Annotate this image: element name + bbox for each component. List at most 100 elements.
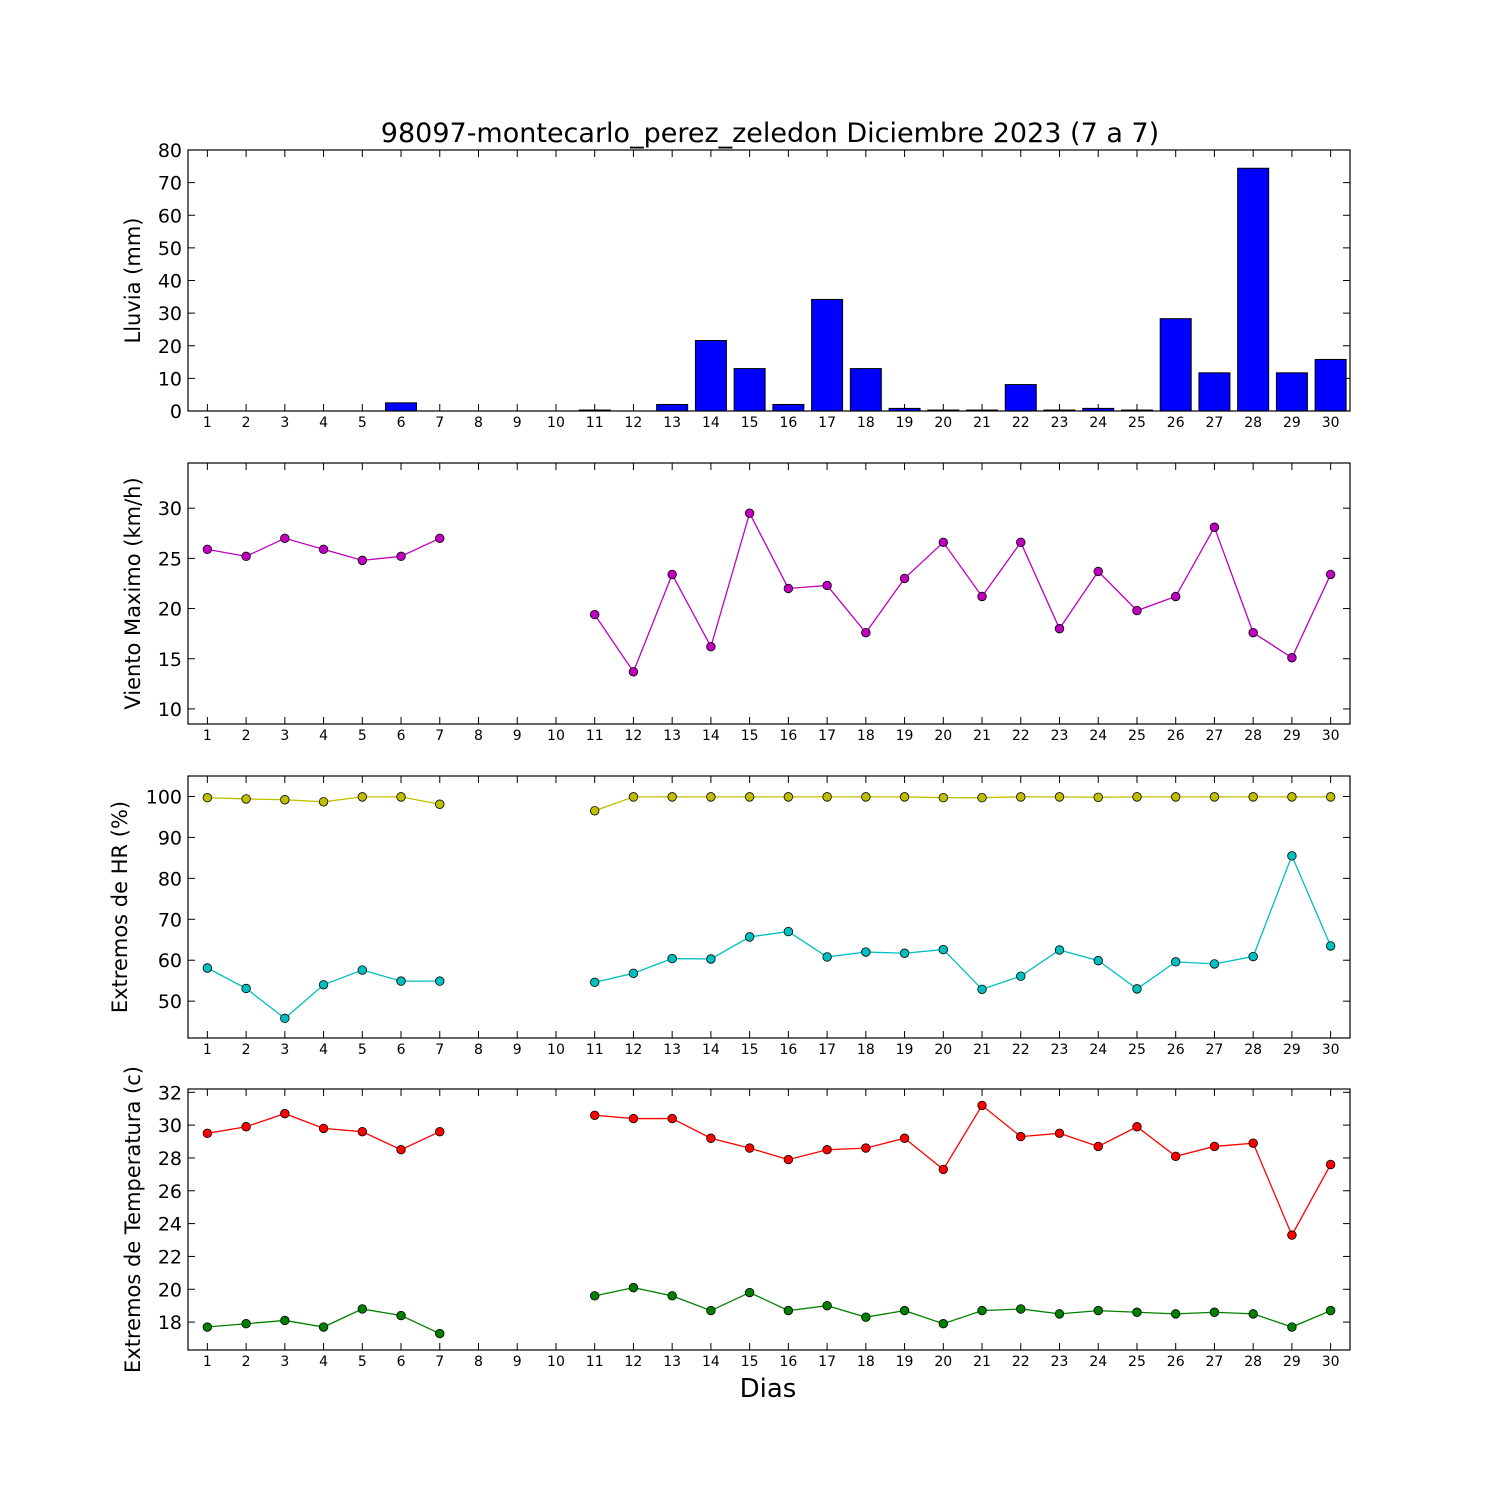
x-tick-label: 20 (934, 415, 952, 431)
data-point (783, 583, 794, 594)
data-point (202, 1322, 213, 1332)
bar (1237, 167, 1270, 412)
data-point (706, 954, 716, 964)
x-tick-label: 7 (435, 1042, 444, 1058)
data-point (1287, 1230, 1297, 1240)
data-point (1016, 792, 1026, 802)
y-tick-label: 80 (158, 868, 182, 890)
y-tick-label: 25 (158, 548, 182, 570)
x-tick-label: 15 (741, 1354, 759, 1370)
data-point (706, 1133, 716, 1143)
data-point (357, 792, 368, 802)
data-point (590, 806, 600, 816)
data-point (938, 1164, 949, 1175)
data-point (822, 1145, 832, 1155)
x-tick-label: 27 (1206, 728, 1224, 744)
data-point (628, 1282, 639, 1293)
data-point (938, 792, 949, 803)
x-tick-label: 27 (1206, 1042, 1224, 1058)
data-point (628, 792, 639, 802)
data-point (1054, 945, 1065, 955)
data-point (628, 1113, 639, 1124)
x-tick-label: 15 (741, 728, 759, 744)
series-line (594, 1286, 1331, 1328)
x-tick-label: 29 (1283, 728, 1301, 744)
x-tick-label: 2 (242, 1042, 251, 1058)
data-point (1209, 1307, 1220, 1317)
series-hr_max (202, 792, 1336, 816)
data-point (1170, 792, 1181, 802)
bar (811, 298, 844, 412)
x-tick-label: 7 (435, 728, 444, 744)
data-point (1248, 951, 1258, 962)
data-point (861, 947, 871, 957)
x-tick-label: 25 (1128, 1042, 1146, 1058)
y-tick-label: 60 (158, 205, 182, 227)
data-point (744, 792, 755, 802)
x-tick-label: 5 (358, 1042, 367, 1058)
x-tick-label: 1 (203, 728, 212, 744)
x-tick-label: 10 (547, 1354, 565, 1370)
data-point (1016, 537, 1026, 548)
data-point (899, 948, 910, 958)
x-tick-label: 20 (934, 1354, 952, 1370)
x-tick-label: 30 (1322, 728, 1340, 744)
x-tick-label: 18 (857, 1354, 875, 1370)
data-point (744, 1287, 755, 1298)
x-tick-label: 12 (625, 728, 643, 744)
x-tick-label: 19 (896, 1354, 914, 1370)
series-line (594, 1104, 1332, 1237)
data-point (1093, 566, 1103, 577)
data-point (280, 795, 290, 805)
data-point (706, 792, 716, 802)
data-point (202, 544, 213, 555)
data-point (1016, 1131, 1026, 1142)
y-tick-label: 70 (158, 909, 182, 931)
x-tick-label: 19 (896, 1042, 914, 1058)
data-point (202, 963, 213, 973)
data-point (280, 1108, 290, 1119)
y-tick-label: 32 (158, 1082, 182, 1104)
data-point (396, 551, 406, 562)
x-tick-label: 11 (586, 1042, 604, 1058)
x-tick-label: 11 (586, 728, 604, 744)
x-tick-label: 23 (1051, 1354, 1069, 1370)
data-point (706, 1305, 716, 1316)
series-line (594, 511, 1332, 674)
y-axis-label: Lluvia (mm) (121, 218, 145, 344)
data-point (1093, 1141, 1103, 1152)
x-tick-label: 22 (1012, 415, 1030, 431)
y-tick-label: 22 (158, 1246, 182, 1268)
x-tick-label: 26 (1167, 1354, 1185, 1370)
data-point (783, 1154, 794, 1165)
x-tick-label: 22 (1012, 1354, 1030, 1370)
x-tick-label: 3 (280, 415, 289, 431)
y-tick-label: 28 (158, 1148, 182, 1170)
x-tick-label: 21 (973, 1354, 991, 1370)
data-point (241, 794, 251, 804)
y-axis-label: Extremos de HR (%) (108, 801, 132, 1013)
y-tick-label: 30 (158, 1115, 182, 1137)
data-point (396, 792, 406, 802)
data-point (590, 1291, 600, 1301)
y-tick-label: 60 (158, 950, 182, 972)
y-axis-label: Extremos de Temperatura (c) (121, 1066, 145, 1373)
data-point (241, 551, 251, 562)
x-tick-label: 16 (779, 1354, 797, 1370)
data-point (783, 792, 794, 802)
x-tick-label: 1 (203, 1042, 212, 1058)
x-tick-label: 17 (818, 415, 836, 431)
data-point (1016, 971, 1026, 981)
data-point (977, 1305, 987, 1316)
x-tick-label: 30 (1322, 1042, 1340, 1058)
data-point (202, 792, 213, 803)
x-tick-label: 13 (663, 1042, 681, 1058)
data-point (706, 642, 716, 652)
y-tick-label: 26 (158, 1181, 182, 1203)
x-tick-label: 13 (663, 728, 681, 744)
data-point (1325, 941, 1336, 951)
bar (733, 368, 766, 412)
x-tick-label: 26 (1167, 728, 1185, 744)
data-point (1209, 522, 1220, 532)
